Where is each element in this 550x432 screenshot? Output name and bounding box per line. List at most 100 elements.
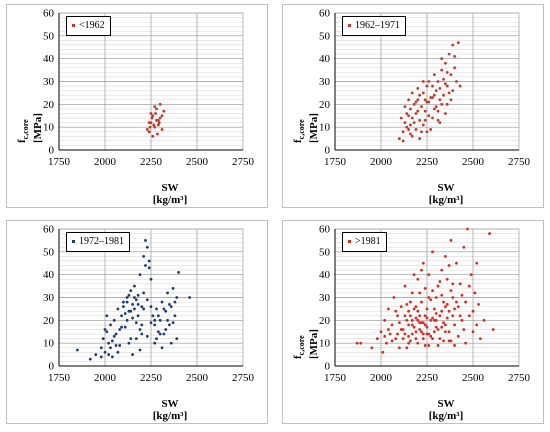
data-point [410, 116, 414, 120]
data-point [401, 337, 405, 340]
data-point [471, 330, 475, 334]
data-point [158, 102, 162, 106]
data-point [423, 344, 427, 347]
data-point [177, 270, 181, 274]
data-point [407, 309, 410, 313]
x-axis-label: SW [kg/m³] [428, 182, 464, 206]
data-point [416, 341, 420, 345]
data-point [133, 284, 136, 288]
data-point [440, 68, 444, 72]
data-point [103, 350, 107, 354]
data-point [445, 102, 449, 106]
data-point [410, 291, 414, 295]
x-tick-label: 2250 [140, 372, 163, 384]
data-point [125, 300, 129, 304]
data-point [381, 350, 385, 354]
data-point [153, 105, 157, 109]
data-point [142, 255, 146, 258]
data-point [442, 300, 445, 304]
data-point [453, 344, 456, 347]
data-point [149, 112, 153, 115]
data-point [460, 318, 464, 322]
data-point [169, 341, 173, 345]
data-point [464, 300, 468, 304]
y-tick-label: 60 [43, 224, 55, 236]
data-point [440, 268, 444, 272]
data-point [112, 334, 116, 338]
data-point [379, 330, 383, 334]
data-point [455, 80, 458, 83]
data-point [120, 314, 123, 318]
x-tick-label: 1750 [324, 156, 347, 168]
data-point [421, 261, 425, 265]
data-point [142, 291, 146, 295]
data-point [153, 318, 157, 322]
y-tick-label: 40 [43, 53, 55, 65]
data-point [370, 346, 374, 350]
data-point [425, 316, 429, 320]
data-point [166, 291, 169, 295]
legend: <1962 [66, 16, 111, 36]
data-point [110, 339, 114, 343]
data-point [453, 323, 456, 327]
data-point [410, 332, 414, 336]
data-point [425, 325, 429, 329]
data-point [414, 337, 418, 340]
data-point [447, 330, 451, 334]
data-point [147, 259, 151, 263]
y-tick-label: 50 [43, 30, 55, 42]
data-point [478, 337, 482, 340]
data-point [116, 307, 120, 311]
data-point [427, 344, 431, 347]
data-point [434, 318, 438, 322]
y-tick-label: 30 [319, 76, 331, 88]
data-point [129, 337, 133, 340]
data-point [449, 98, 453, 102]
data-point [145, 298, 149, 302]
legend: >1981 [342, 232, 387, 252]
data-point [414, 100, 418, 104]
data-point [442, 93, 445, 97]
data-point [432, 330, 436, 334]
data-point [409, 123, 412, 127]
data-point [432, 73, 436, 77]
data-point [423, 286, 427, 290]
data-point [438, 337, 442, 340]
data-point [438, 121, 442, 124]
data-point [444, 112, 447, 115]
data-point [444, 305, 447, 309]
y-tick-label: 30 [43, 292, 55, 304]
data-point [432, 307, 436, 311]
x-axis-label: SW [kg/m³] [152, 398, 188, 422]
data-point [431, 116, 434, 120]
x-tick-label: 2250 [416, 156, 439, 168]
data-point [133, 296, 136, 299]
x-axis-label: SW [kg/m³] [428, 398, 464, 422]
data-point [158, 318, 162, 322]
data-point [134, 337, 138, 340]
scatter-plot-2: 0 10 20 30 40 50 60 1750 2000 2250 2500 2750 [319, 8, 531, 169]
data-point [418, 291, 422, 295]
data-point [434, 312, 438, 315]
data-point [420, 330, 423, 334]
data-point [171, 321, 175, 325]
data-point [154, 112, 158, 115]
data-point [88, 357, 92, 361]
data-point [385, 341, 388, 345]
data-point [434, 105, 438, 109]
y-tick-label: 10 [43, 122, 55, 134]
data-point [166, 318, 169, 322]
data-point [355, 341, 359, 345]
chart-panel-1: fc,core [MPa] 0 10 20 30 40 50 60 1750 2000 2250 2… [6, 4, 268, 208]
chart-panel-4: fc,core [MPa] 0 10 20 30 40 50 60 1750 2000 2250 2… [282, 220, 544, 424]
data-point [421, 332, 425, 336]
scatter-plot-4: 0 10 20 30 40 50 60 1750 2000 2250 2500 2750 [319, 224, 531, 385]
data-point [451, 314, 455, 318]
data-point [125, 296, 129, 299]
data-point [438, 98, 442, 102]
data-point [131, 302, 134, 306]
data-point [129, 289, 133, 293]
data-point [149, 305, 153, 309]
data-point [127, 293, 131, 297]
data-point [467, 314, 471, 318]
